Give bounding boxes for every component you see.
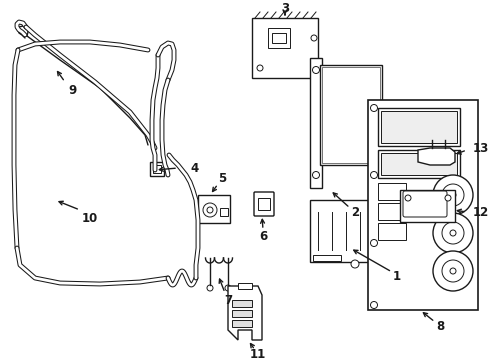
Text: 12: 12 bbox=[473, 206, 489, 219]
Circle shape bbox=[405, 195, 411, 201]
Circle shape bbox=[433, 251, 473, 291]
Bar bbox=[378, 183, 406, 200]
Bar bbox=[381, 111, 457, 143]
Circle shape bbox=[450, 230, 456, 236]
Circle shape bbox=[370, 302, 377, 309]
Bar bbox=[268, 28, 290, 48]
Bar bbox=[320, 65, 382, 165]
Circle shape bbox=[442, 222, 464, 244]
Bar bbox=[378, 203, 406, 220]
Bar bbox=[150, 162, 164, 176]
Circle shape bbox=[207, 285, 213, 291]
Circle shape bbox=[207, 207, 213, 213]
Bar bbox=[238, 283, 252, 289]
Circle shape bbox=[370, 104, 377, 112]
Circle shape bbox=[450, 268, 456, 274]
Text: 6: 6 bbox=[259, 230, 267, 243]
Bar bbox=[198, 195, 230, 223]
Circle shape bbox=[313, 67, 319, 73]
Text: 1: 1 bbox=[393, 270, 401, 283]
Bar bbox=[232, 320, 252, 327]
Bar bbox=[378, 108, 460, 146]
Text: 3: 3 bbox=[281, 1, 289, 14]
Circle shape bbox=[433, 175, 473, 215]
Text: 4: 4 bbox=[190, 162, 198, 175]
Bar bbox=[400, 190, 455, 222]
Polygon shape bbox=[228, 286, 262, 340]
Bar bbox=[378, 150, 460, 178]
Bar bbox=[252, 18, 318, 78]
Bar bbox=[272, 33, 286, 43]
Text: 8: 8 bbox=[436, 320, 444, 333]
Bar bbox=[232, 310, 252, 317]
Text: 11: 11 bbox=[250, 348, 266, 360]
FancyBboxPatch shape bbox=[403, 191, 447, 217]
Bar bbox=[313, 255, 341, 261]
Bar bbox=[310, 200, 392, 262]
Circle shape bbox=[257, 65, 263, 71]
Text: 7: 7 bbox=[224, 293, 232, 306]
Bar bbox=[310, 58, 322, 188]
Circle shape bbox=[225, 285, 231, 291]
Text: 5: 5 bbox=[218, 172, 226, 185]
Polygon shape bbox=[418, 148, 455, 165]
Circle shape bbox=[351, 260, 359, 268]
Text: 13: 13 bbox=[473, 141, 489, 154]
Circle shape bbox=[370, 171, 377, 179]
Bar bbox=[153, 165, 161, 173]
Circle shape bbox=[433, 213, 473, 253]
Text: 10: 10 bbox=[82, 211, 98, 225]
Bar bbox=[220, 208, 228, 216]
Circle shape bbox=[203, 203, 217, 217]
Bar bbox=[381, 153, 457, 175]
Circle shape bbox=[442, 260, 464, 282]
Circle shape bbox=[450, 192, 456, 198]
Text: 9: 9 bbox=[68, 84, 76, 96]
FancyBboxPatch shape bbox=[254, 192, 274, 216]
Polygon shape bbox=[368, 100, 478, 310]
Bar bbox=[258, 198, 270, 210]
Circle shape bbox=[445, 195, 451, 201]
Circle shape bbox=[313, 171, 319, 179]
Circle shape bbox=[311, 35, 317, 41]
Circle shape bbox=[370, 239, 377, 247]
Circle shape bbox=[442, 184, 464, 206]
Bar bbox=[232, 300, 252, 307]
Bar bbox=[322, 67, 380, 163]
Text: 2: 2 bbox=[351, 207, 359, 220]
Bar bbox=[378, 223, 406, 240]
